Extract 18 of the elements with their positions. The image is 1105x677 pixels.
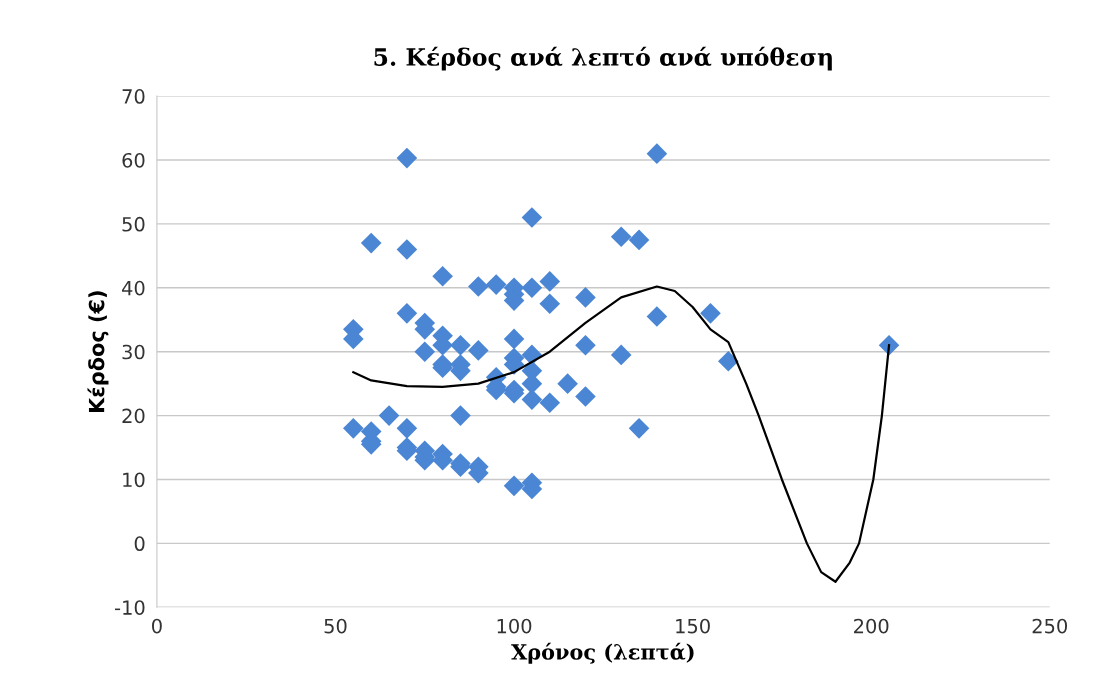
y-axis-title: Κέρδος (€) [87, 291, 109, 412]
y-tick-label: 30 [122, 344, 145, 360]
y-tick-label: 0 [134, 536, 145, 552]
y-tick-label: 40 [122, 280, 145, 296]
y-tick-label: 20 [122, 408, 145, 424]
y-tick-label: 50 [122, 216, 145, 232]
x-tick-label: 0 [152, 618, 162, 634]
x-tick-label: 100 [497, 618, 532, 634]
x-tick-label: 50 [324, 618, 347, 634]
x-tick-label: 250 [1032, 618, 1068, 634]
chart-title: 5. Κέρδος ανά λεπτό ανά υπόθεση [374, 46, 832, 71]
y-tick-label: -10 [114, 600, 145, 615]
y-tick-label: 70 [122, 89, 145, 104]
y-tick-label: 10 [123, 472, 145, 488]
x-tick-label: 150 [676, 618, 710, 634]
x-tick-label: 200 [854, 618, 889, 634]
y-tick-label: 60 [122, 152, 145, 168]
x-axis-title: Χρόνος (λεπτά) [511, 642, 694, 664]
